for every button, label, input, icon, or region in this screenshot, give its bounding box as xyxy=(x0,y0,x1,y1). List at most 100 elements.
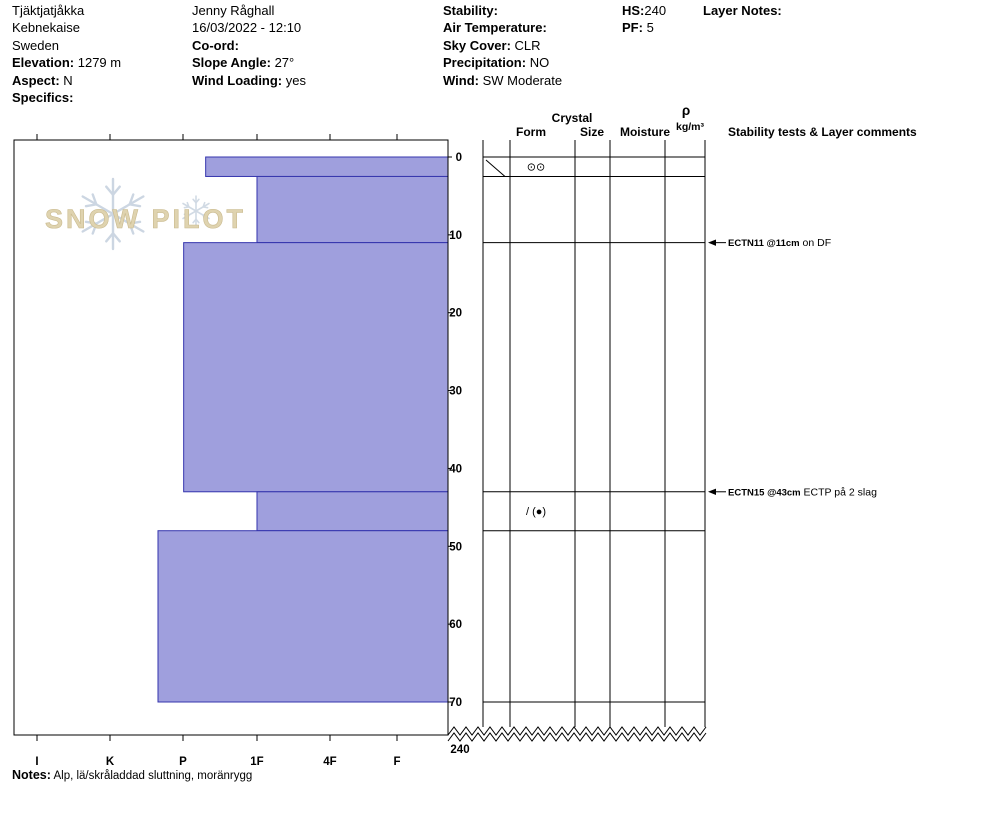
depth-tick-label: 50 xyxy=(449,541,462,553)
field-label: Specifics: xyxy=(12,89,74,105)
density-rho-header: ρ xyxy=(682,103,690,118)
wind-loading-field: Wind Loading: yes xyxy=(192,72,306,89)
field-label: Wind: xyxy=(443,72,479,88)
depth-break-zigzag xyxy=(447,732,707,742)
snowflake-branch xyxy=(111,185,121,196)
hardness-tick-label: I xyxy=(35,756,38,768)
field-label: Air Temperature: xyxy=(443,20,547,36)
specifics-field: Specifics: xyxy=(12,89,121,106)
hs-total-depth-field: HS:240 xyxy=(622,2,666,19)
wind-field: Wind: SW Moderate xyxy=(443,72,562,89)
depth-tick-label: 10 xyxy=(449,230,462,242)
field-value: N xyxy=(59,72,73,88)
header-layer-notes-column: Layer Notes: xyxy=(703,2,782,19)
snow-layer-bar xyxy=(256,175,449,244)
field-label: Elevation: xyxy=(12,55,75,71)
layer-interface-diagonal xyxy=(485,159,506,177)
snowflake-branch xyxy=(202,201,206,208)
pit-notes: Notes: Alp, lä/skråladdad sluttning, mor… xyxy=(12,766,252,784)
hardness-tick-label: K xyxy=(106,756,115,768)
snowflake-branch xyxy=(195,218,200,224)
field-value: CLR xyxy=(510,37,541,53)
pf-field: PF: 5 xyxy=(622,19,666,36)
field-value: Jenny Råghall xyxy=(192,3,275,18)
field-label: Aspect: xyxy=(12,72,60,88)
snowflake-icon xyxy=(81,177,145,251)
stability-test-comment: ECTP på 2 slag xyxy=(801,486,877,498)
field-value: NO xyxy=(526,55,550,71)
snowflake-arm xyxy=(111,195,145,216)
snowflake-branch xyxy=(202,213,209,216)
snow-layer-bar xyxy=(183,242,449,493)
elevation-field: Elevation: 1279 m xyxy=(12,54,121,71)
country-name: Sweden xyxy=(12,37,121,54)
total-depth-label: 240 xyxy=(450,744,469,756)
comments-header: Stability tests & Layer comments xyxy=(728,125,917,139)
hardness-tick-label: 4F xyxy=(323,756,336,768)
hardness-tick-label: 1F xyxy=(250,756,263,768)
depth-tick-label: 70 xyxy=(449,697,462,709)
snowflake-branch xyxy=(84,203,98,208)
header-observer-column: Jenny Råghall 16/03/2022 - 12:10 Co-ord:… xyxy=(192,2,306,89)
header-location-column: Tjäktjatjåkka Kebnekaise Sweden Elevatio… xyxy=(12,2,121,106)
snowflake-branch xyxy=(192,198,197,204)
depth-tick-label: 30 xyxy=(449,386,462,398)
moisture-header: Moisture xyxy=(620,125,670,139)
snow-layer-bar xyxy=(157,530,449,703)
region-name: Kebnekaise xyxy=(12,19,121,36)
snowflake-branch xyxy=(105,185,115,196)
field-value: SW Moderate xyxy=(478,72,563,88)
test-arrow-head xyxy=(708,488,716,495)
snowflake-branch xyxy=(183,206,190,209)
field-value: 240 xyxy=(644,3,667,18)
hardness-tick-label: F xyxy=(393,756,400,768)
grain-form-symbol: ⊙⊙ xyxy=(527,162,545,174)
slope-angle-field: Slope Angle: 27° xyxy=(192,54,306,71)
snowflake-branch xyxy=(111,232,121,243)
field-value: 1279 m xyxy=(74,55,122,71)
snowflake-branch xyxy=(91,193,98,206)
coordinates-field: Co-ord: xyxy=(192,37,306,54)
date-time: 16/03/2022 - 12:10 xyxy=(192,19,306,36)
snowflake-branch xyxy=(128,193,135,206)
snowflake-arm xyxy=(111,212,145,233)
depth-tick-label: 60 xyxy=(449,619,462,631)
field-value: yes xyxy=(282,72,306,88)
field-value: Sweden xyxy=(12,37,59,53)
field-label: Slope Angle: xyxy=(192,55,271,71)
field-label: Sky Cover: xyxy=(443,37,511,53)
snowflake-arm xyxy=(81,212,115,233)
snowflake-branch xyxy=(128,203,142,208)
stability-test-name: ECTN15 @43cm xyxy=(728,487,801,498)
snowflake-branch xyxy=(105,232,115,243)
snowpilot-watermark: SNOW PILOT xyxy=(45,177,243,251)
stability-test-name: ECTN11 @11cm xyxy=(728,238,800,249)
snowflake-branch xyxy=(128,220,142,225)
depth-tick-label: 20 xyxy=(449,308,462,320)
field-label: Co-ord: xyxy=(192,37,239,53)
depth-break-zigzag xyxy=(447,726,707,736)
form-header: Form xyxy=(516,125,546,139)
test-arrow-head xyxy=(708,239,716,246)
notes-label: Notes: xyxy=(12,768,51,782)
field-label: Wind Loading: xyxy=(192,72,283,88)
size-header: Size xyxy=(580,125,604,139)
field-label: Layer Notes: xyxy=(703,3,782,18)
field-label: Precipitation: xyxy=(443,55,527,71)
snowflake-branch xyxy=(91,222,98,235)
sky-cover-field: Sky Cover: CLR xyxy=(443,37,562,54)
depth-tick-label: 40 xyxy=(449,463,462,475)
hardness-tick-label: P xyxy=(179,756,187,768)
snowflake-arm xyxy=(81,195,115,216)
profile-frame xyxy=(13,139,449,736)
stability-test-annotation: ECTN11 @11cm on DF xyxy=(728,237,831,249)
stability-test-annotation: ECTN15 @43cm ECTP på 2 slag xyxy=(728,486,877,498)
stability-test-comment: on DF xyxy=(800,237,832,249)
field-value: 27° xyxy=(270,55,295,71)
field-value: Kebnekaise xyxy=(12,20,80,36)
header-snow-height-column: HS:240 PF: 5 xyxy=(622,2,666,37)
layer-notes-field: Layer Notes: xyxy=(703,2,782,19)
snow-layer-bar xyxy=(256,491,449,532)
